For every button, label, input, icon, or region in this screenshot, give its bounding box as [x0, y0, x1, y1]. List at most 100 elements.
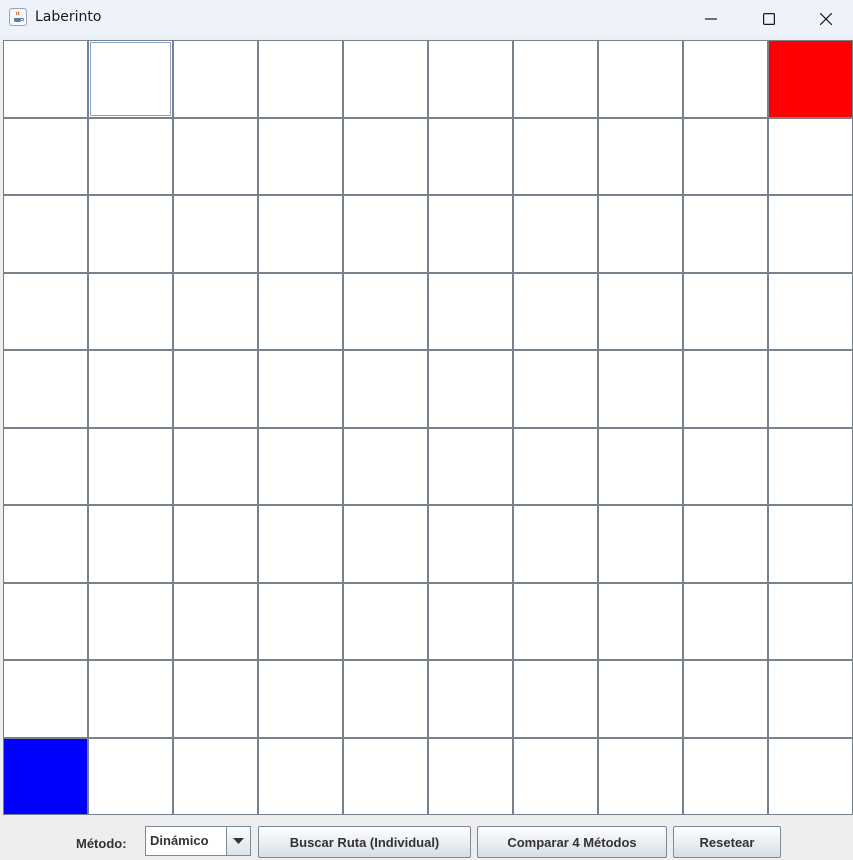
maze-cell[interactable] — [343, 583, 428, 660]
maze-cell[interactable] — [3, 505, 88, 583]
maze-cell[interactable] — [428, 428, 513, 505]
maze-cell[interactable] — [173, 583, 258, 660]
maze-cell[interactable] — [88, 273, 173, 350]
search-route-button[interactable]: Buscar Ruta (Individual) — [258, 826, 471, 858]
maze-cell-goal[interactable] — [768, 40, 853, 118]
maze-cell[interactable] — [88, 505, 173, 583]
maze-cell[interactable] — [683, 118, 768, 195]
maze-cell[interactable] — [173, 738, 258, 815]
maze-cell[interactable] — [88, 195, 173, 273]
maze-cell[interactable] — [768, 273, 853, 350]
maze-cell[interactable] — [343, 505, 428, 583]
maze-cell[interactable] — [343, 428, 428, 505]
maze-cell[interactable] — [513, 583, 598, 660]
maze-cell[interactable] — [598, 118, 683, 195]
dropdown-arrow-button[interactable] — [226, 827, 250, 855]
maze-cell[interactable] — [598, 428, 683, 505]
maze-cell[interactable] — [768, 505, 853, 583]
maze-cell[interactable] — [428, 660, 513, 738]
maze-cell[interactable] — [343, 738, 428, 815]
maze-cell[interactable] — [683, 660, 768, 738]
maze-cell[interactable] — [598, 505, 683, 583]
maze-cell[interactable] — [683, 583, 768, 660]
maze-cell[interactable] — [258, 40, 343, 118]
maze-cell[interactable] — [768, 350, 853, 428]
maze-cell[interactable] — [598, 660, 683, 738]
maze-cell[interactable] — [598, 350, 683, 428]
maze-cell[interactable] — [258, 583, 343, 660]
maze-cell[interactable] — [428, 350, 513, 428]
method-select[interactable]: Dinámico — [145, 826, 251, 856]
maze-cell[interactable] — [88, 40, 173, 118]
maze-cell[interactable] — [343, 273, 428, 350]
maze-cell[interactable] — [768, 118, 853, 195]
maze-cell[interactable] — [428, 195, 513, 273]
maze-cell[interactable] — [258, 738, 343, 815]
maze-cell[interactable] — [88, 118, 173, 195]
maze-cell[interactable] — [513, 118, 598, 195]
maze-cell[interactable] — [683, 40, 768, 118]
maze-cell[interactable] — [88, 428, 173, 505]
maze-cell[interactable] — [88, 583, 173, 660]
maze-cell[interactable] — [88, 350, 173, 428]
maze-cell[interactable] — [343, 40, 428, 118]
maze-cell[interactable] — [598, 195, 683, 273]
maze-cell[interactable] — [173, 195, 258, 273]
maze-cell[interactable] — [3, 428, 88, 505]
maze-cell[interactable] — [683, 350, 768, 428]
maze-cell[interactable] — [598, 583, 683, 660]
maze-cell[interactable] — [428, 583, 513, 660]
maze-cell[interactable] — [258, 505, 343, 583]
maze-cell[interactable] — [3, 195, 88, 273]
compare-methods-button[interactable]: Comparar 4 Métodos — [477, 826, 667, 858]
maze-cell[interactable] — [428, 273, 513, 350]
maze-cell[interactable] — [3, 660, 88, 738]
maze-cell[interactable] — [3, 273, 88, 350]
maze-cell[interactable] — [513, 273, 598, 350]
maze-cell[interactable] — [428, 118, 513, 195]
minimize-button[interactable] — [682, 0, 740, 37]
maze-cell[interactable] — [343, 660, 428, 738]
maze-cell[interactable] — [598, 40, 683, 118]
close-button[interactable] — [798, 0, 853, 37]
maze-cell[interactable] — [173, 660, 258, 738]
maze-cell[interactable] — [598, 738, 683, 815]
maze-cell[interactable] — [3, 350, 88, 428]
maze-cell[interactable] — [3, 40, 88, 118]
maze-cell[interactable] — [258, 350, 343, 428]
maze-cell[interactable] — [513, 195, 598, 273]
maze-cell[interactable] — [428, 40, 513, 118]
maze-cell[interactable] — [173, 118, 258, 195]
maze-cell[interactable] — [258, 195, 343, 273]
maze-cell[interactable] — [428, 505, 513, 583]
maze-cell[interactable] — [513, 40, 598, 118]
maze-cell[interactable] — [768, 738, 853, 815]
maze-cell[interactable] — [88, 660, 173, 738]
maximize-button[interactable] — [740, 0, 798, 37]
maze-cell[interactable] — [173, 40, 258, 118]
maze-cell[interactable] — [768, 428, 853, 505]
maze-cell[interactable] — [173, 505, 258, 583]
maze-cell[interactable] — [683, 428, 768, 505]
maze-cell[interactable] — [513, 428, 598, 505]
maze-cell[interactable] — [343, 195, 428, 273]
maze-cell[interactable] — [598, 273, 683, 350]
reset-button[interactable]: Resetear — [673, 826, 781, 858]
maze-cell[interactable] — [428, 738, 513, 815]
maze-cell[interactable] — [683, 738, 768, 815]
maze-cell[interactable] — [683, 195, 768, 273]
maze-cell[interactable] — [513, 350, 598, 428]
maze-cell[interactable] — [768, 583, 853, 660]
maze-cell[interactable] — [768, 195, 853, 273]
maze-cell[interactable] — [3, 118, 88, 195]
maze-cell[interactable] — [683, 505, 768, 583]
maze-cell[interactable] — [173, 350, 258, 428]
maze-cell[interactable] — [513, 505, 598, 583]
maze-cell[interactable] — [258, 660, 343, 738]
maze-cell[interactable] — [3, 583, 88, 660]
maze-cell[interactable] — [173, 428, 258, 505]
maze-cell[interactable] — [513, 738, 598, 815]
maze-cell[interactable] — [343, 118, 428, 195]
maze-cell[interactable] — [343, 350, 428, 428]
maze-cell[interactable] — [768, 660, 853, 738]
